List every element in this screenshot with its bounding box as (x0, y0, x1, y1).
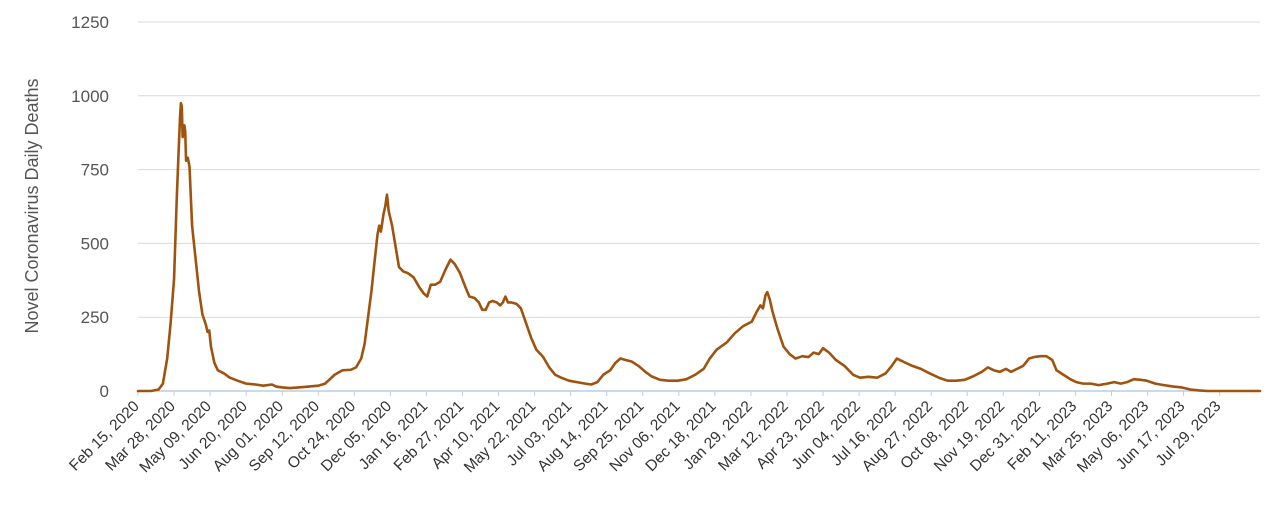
y-tick-label: 0 (100, 382, 109, 401)
y-tick-label: 250 (81, 308, 109, 327)
y-axis-label: Novel Coronavirus Daily Deaths (22, 78, 42, 333)
grid (138, 21, 1260, 392)
y-axis-ticks: 0 250 500 750 1000 1250 (71, 13, 109, 401)
y-tick-label: 750 (81, 161, 109, 180)
y-tick-label: 1000 (71, 87, 109, 106)
series-layer (136, 101, 1262, 393)
y-tick-label: 1250 (71, 13, 109, 32)
series-line-daily-deaths (136, 101, 1262, 393)
y-tick-label: 500 (81, 234, 109, 253)
